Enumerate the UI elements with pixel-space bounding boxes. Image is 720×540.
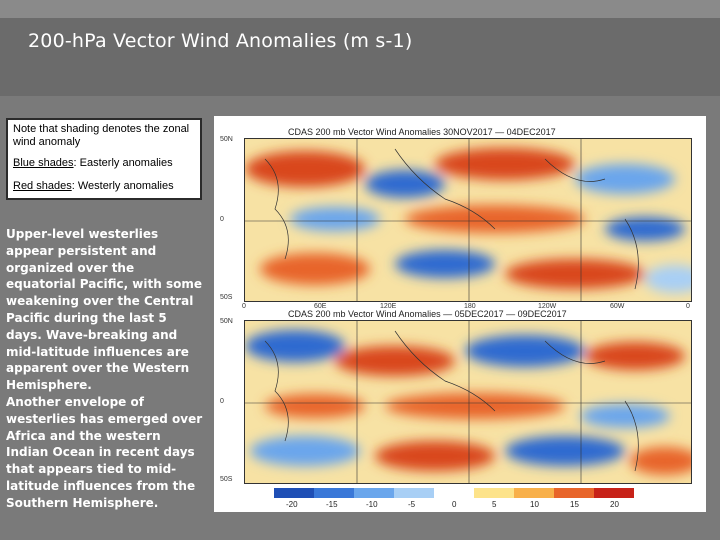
wind-anomaly-figure: CDAS 200 mb Vector Wind Anomalies 30NOV2… bbox=[214, 116, 706, 512]
colorbar-label-2: -15 bbox=[326, 500, 338, 509]
lat-label-top-50s: 50S bbox=[220, 294, 233, 301]
lat-label-bot-50s: 50S bbox=[220, 476, 233, 483]
red-shades-line: Red shades: Westerly anomalies bbox=[13, 180, 195, 193]
lat-label-bot-50n: 50N bbox=[220, 318, 233, 325]
title-bar bbox=[0, 18, 720, 96]
colorbar-swatch-1 bbox=[274, 488, 314, 498]
lon-label-60w: 60W bbox=[610, 303, 625, 310]
colorbar-swatch-9 bbox=[594, 488, 634, 498]
legend-note-box: Note that shading denotes the zonal wind… bbox=[6, 118, 202, 200]
colorbar-label-1: -20 bbox=[286, 500, 298, 509]
colorbar bbox=[274, 488, 634, 498]
colorbar-swatch-7 bbox=[514, 488, 554, 498]
shading-note: Note that shading denotes the zonal wind… bbox=[13, 123, 190, 148]
lon-label-180: 180 bbox=[464, 303, 476, 310]
red-shades-label: Red shades bbox=[13, 180, 72, 192]
top-wind-map bbox=[245, 139, 691, 301]
red-shades-text: : Westerly anomalies bbox=[71, 180, 174, 192]
analysis-paragraph-1: Upper-level westerlies appear persistent… bbox=[6, 227, 202, 393]
lon-label-60e: 60E bbox=[314, 303, 327, 310]
top-map-panel bbox=[244, 138, 692, 302]
analysis-paragraph-2: Another envelope of westerlies has emerg… bbox=[6, 395, 203, 510]
colorbar-swatch-4 bbox=[394, 488, 434, 498]
colorbar-swatch-2 bbox=[314, 488, 354, 498]
blue-shades-text: : Easterly anomalies bbox=[73, 157, 173, 169]
colorbar-label-9: 20 bbox=[610, 500, 619, 509]
colorbar-swatch-3 bbox=[354, 488, 394, 498]
lon-label-0-east: 0 bbox=[686, 303, 690, 310]
colorbar-swatch-8 bbox=[554, 488, 594, 498]
colorbar-swatch-5 bbox=[434, 488, 474, 498]
colorbar-label-5: 0 bbox=[452, 500, 457, 509]
lat-label-bot-0: 0 bbox=[220, 398, 224, 405]
lon-label-0: 0 bbox=[242, 303, 246, 310]
colorbar-swatch-6 bbox=[474, 488, 514, 498]
bottom-map-panel bbox=[244, 320, 692, 484]
bottom-map-title: CDAS 200 mb Vector Wind Anomalies — 05DE… bbox=[288, 309, 567, 319]
top-strip bbox=[0, 0, 720, 18]
lat-label-top-0: 0 bbox=[220, 216, 224, 223]
lat-label-top-50n: 50N bbox=[220, 136, 233, 143]
blue-shades-line: Blue shades: Easterly anomalies bbox=[13, 157, 195, 170]
top-map-title: CDAS 200 mb Vector Wind Anomalies 30NOV2… bbox=[288, 127, 556, 137]
colorbar-label-4: -5 bbox=[408, 500, 416, 509]
lon-label-120e: 120E bbox=[380, 303, 397, 310]
slide-title: 200-hPa Vector Wind Anomalies (m s-1) bbox=[28, 30, 413, 52]
colorbar-label-6: 5 bbox=[492, 500, 497, 509]
blue-shades-label: Blue shades bbox=[13, 157, 74, 169]
lon-label-120w: 120W bbox=[538, 303, 557, 310]
bottom-wind-map bbox=[245, 321, 691, 483]
colorbar-label-8: 15 bbox=[570, 500, 579, 509]
colorbar-label-7: 10 bbox=[530, 500, 539, 509]
colorbar-label-3: -10 bbox=[366, 500, 378, 509]
